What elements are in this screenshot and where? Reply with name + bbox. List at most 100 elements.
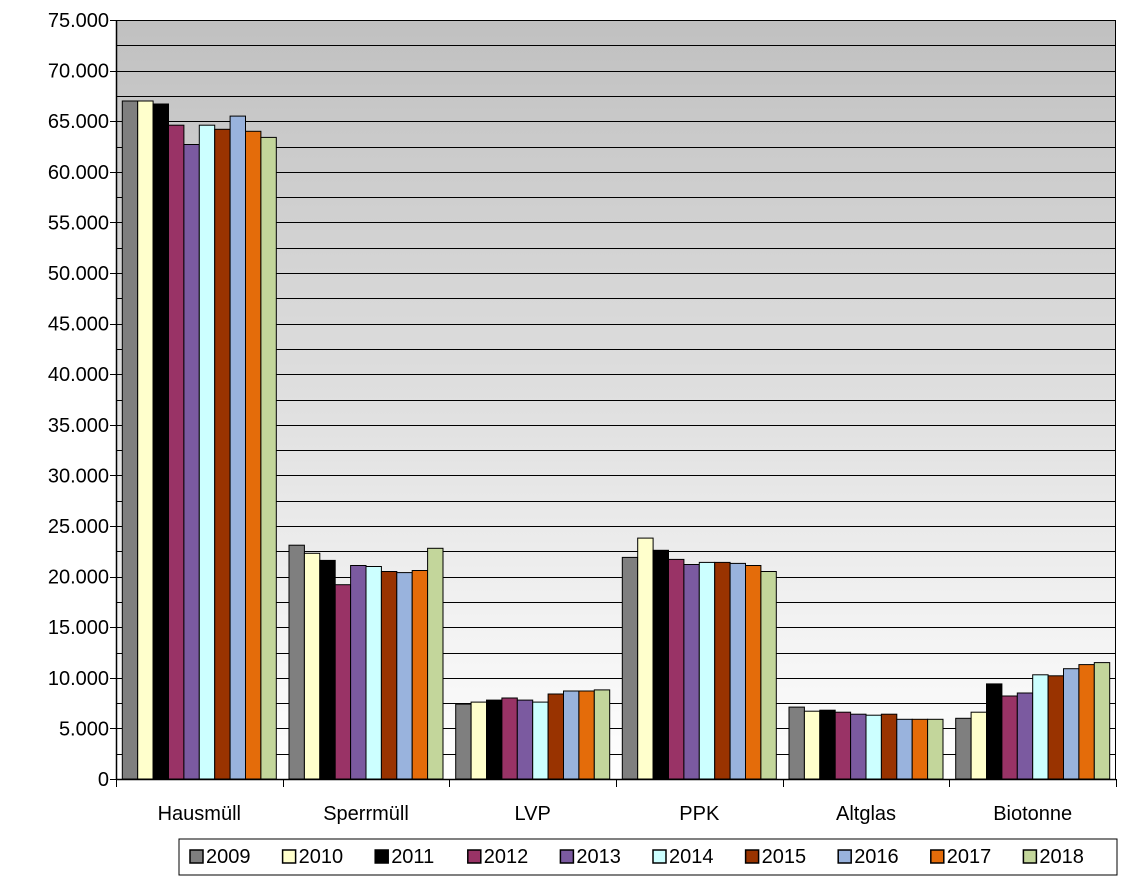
bar-2018-2 — [593, 689, 611, 780]
legend-swatch-2015 — [744, 849, 760, 864]
legend-label-2009: 2009 — [206, 846, 251, 868]
legend-box — [178, 838, 1118, 876]
bar-2018-5 — [1093, 662, 1111, 780]
legend-swatch-2014 — [652, 849, 667, 864]
legend: 2009 2010 2011 2012 2013 2014 2015 2016 2017 2018 — [178, 838, 1118, 876]
bar-2014-0 — [198, 124, 216, 780]
bar-2015-1 — [380, 571, 398, 780]
bar-2011-3 — [652, 549, 669, 780]
bar-2009-3 — [621, 556, 639, 780]
bar-2012-0 — [168, 124, 185, 780]
y-tick-label: 30.000 — [48, 465, 109, 487]
bar-2015-3 — [714, 561, 731, 780]
bar-2010-1 — [303, 552, 321, 780]
y-tick-label: 5.000 — [59, 718, 109, 740]
bar-2009-0 — [121, 100, 139, 780]
bar-2014-5 — [1032, 674, 1049, 780]
bar-2013-2 — [516, 699, 534, 780]
bar-2018-3 — [760, 571, 777, 780]
y-tick-label: 0 — [98, 769, 109, 791]
bar-2011-2 — [486, 699, 503, 780]
bar-2014-3 — [698, 561, 716, 780]
bar-2015-2 — [547, 693, 564, 780]
plot-area — [116, 20, 1116, 779]
bar-2016-4 — [896, 718, 913, 780]
bar-2010-0 — [137, 100, 154, 780]
legend-swatch-2011 — [374, 849, 389, 864]
bar-2011-5 — [986, 683, 1003, 780]
legend-label-2015: 2015 — [762, 846, 807, 868]
y-tick-label: 25.000 — [48, 516, 109, 538]
legend-label-2018: 2018 — [1039, 846, 1084, 868]
y-tick-label: 50.000 — [48, 263, 109, 285]
bar-2016-1 — [396, 572, 413, 780]
bar-2013-3 — [683, 564, 700, 780]
bar-2016-5 — [1063, 668, 1080, 780]
legend-swatch-2009 — [189, 849, 204, 864]
bar-2012-4 — [834, 711, 852, 780]
bar-2010-3 — [637, 537, 654, 780]
bar-2015-0 — [214, 128, 231, 780]
x-category-labels: Hausmüll Sperrmüll LVP PPK Altglas Biotonne — [158, 803, 1073, 825]
y-tick-label: 60.000 — [48, 162, 109, 184]
bar-2011-1 — [319, 559, 336, 780]
bar-2017-4 — [911, 718, 929, 780]
bar-2016-2 — [563, 690, 580, 780]
bar-2009-5 — [955, 717, 972, 780]
bar-2018-4 — [927, 718, 944, 780]
bar-2014-4 — [865, 714, 882, 780]
legend-label-2013: 2013 — [576, 846, 621, 868]
x-category-label: Altglas — [836, 803, 896, 825]
y-tick-label: 65.000 — [48, 111, 109, 133]
axes — [110, 20, 1117, 787]
bar-2013-1 — [350, 565, 367, 780]
y-tick-labels: 0 5.000 10.000 15.000 20.000 25.000 30.000 35.0… — [48, 10, 109, 791]
bar-2010-2 — [470, 701, 488, 780]
bar-2015-5 — [1047, 675, 1064, 780]
y-tick-label: 10.000 — [48, 668, 109, 690]
bar-2017-5 — [1078, 664, 1095, 780]
x-category-label: Hausmüll — [158, 803, 241, 825]
bar-2014-2 — [532, 701, 549, 780]
y-tick-label: 75.000 — [48, 10, 109, 32]
legend-label-2011: 2011 — [391, 846, 434, 868]
x-category-label: PPK — [679, 803, 720, 825]
y-tick-label: 15.000 — [48, 617, 109, 639]
legend-swatch-2012 — [467, 849, 482, 864]
bar-2010-5 — [970, 711, 987, 780]
bar-2011-0 — [152, 103, 170, 780]
bar-2013-5 — [1016, 692, 1034, 780]
bar-2017-3 — [745, 565, 762, 780]
bar-2010-4 — [803, 710, 821, 780]
bar-2016-0 — [229, 115, 247, 780]
legend-label-2014: 2014 — [669, 846, 714, 868]
bar-2017-1 — [411, 570, 429, 780]
bar-2018-0 — [260, 136, 277, 780]
y-tick-label: 35.000 — [48, 415, 109, 437]
y-tick-label: 45.000 — [48, 314, 109, 336]
legend-swatch-2010 — [281, 849, 297, 864]
legend-swatch-2013 — [559, 849, 575, 864]
bar-2013-0 — [183, 144, 200, 780]
legend-label-2012: 2012 — [484, 846, 529, 868]
bar-2013-4 — [850, 713, 867, 780]
bar-2009-1 — [288, 544, 305, 780]
bar-2012-2 — [501, 697, 518, 780]
legend-label-2010: 2010 — [299, 846, 344, 868]
bar-2018-1 — [427, 547, 444, 780]
x-category-label: LVP — [515, 803, 551, 825]
bar-2015-4 — [880, 713, 898, 780]
legend-swatch-2017 — [930, 849, 945, 864]
legend-swatch-2018 — [1022, 849, 1038, 864]
gridlines — [116, 20, 1116, 755]
y-tick-label: 70.000 — [48, 61, 109, 83]
bar-2012-5 — [1001, 695, 1018, 780]
bar-2009-4 — [788, 706, 805, 780]
x-category-label: Sperrmüll — [323, 803, 409, 825]
legend-label-2016: 2016 — [854, 846, 899, 868]
bar-2016-3 — [729, 562, 746, 780]
bar-2012-3 — [668, 558, 685, 780]
legend-swatch-2016 — [837, 849, 852, 864]
legend-label-2017: 2017 — [947, 846, 992, 868]
